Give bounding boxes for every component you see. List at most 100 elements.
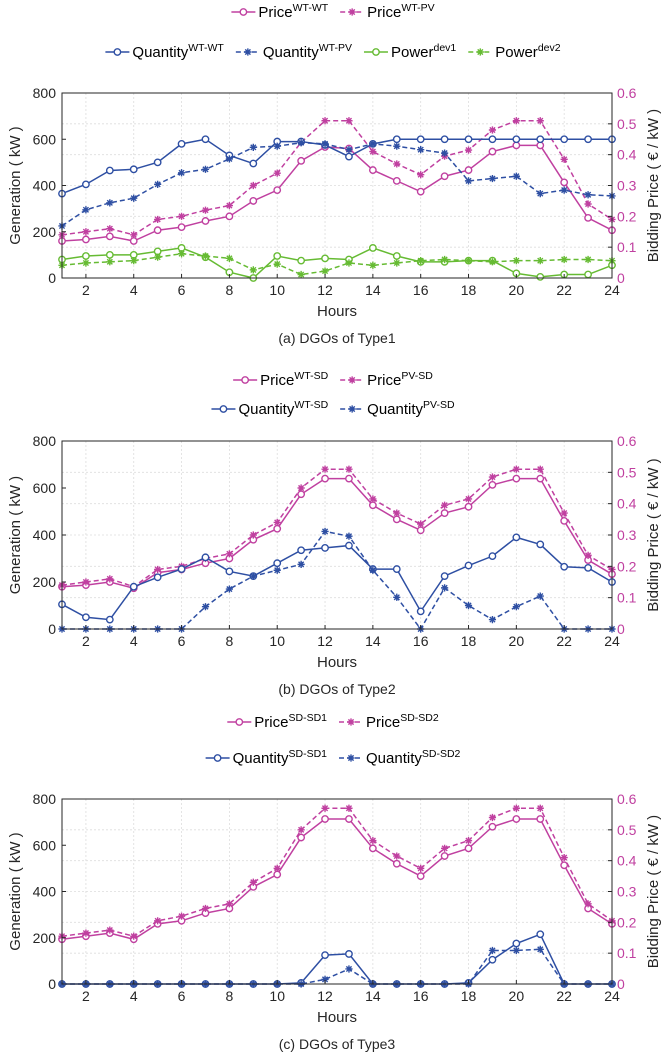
y2-tick-label: 0.1 bbox=[617, 239, 637, 255]
data-point-0-2-16 bbox=[440, 135, 449, 144]
data-point-1-0-21 bbox=[560, 517, 569, 525]
x-tick-label: 20 bbox=[509, 988, 525, 1004]
data-point-2-1-15 bbox=[417, 864, 425, 872]
data-point-1-1-20 bbox=[536, 465, 544, 473]
data-point-1-0-10 bbox=[297, 490, 306, 499]
legend-generation-0-label-1: QuantityWT-PV bbox=[263, 42, 352, 61]
legend-generation-2-label-1-sup: SD-SD2 bbox=[422, 748, 461, 760]
data-point-0-4-13 bbox=[368, 244, 377, 252]
data-point-0-2-21 bbox=[560, 135, 569, 144]
data-point-1-0-14 bbox=[392, 515, 401, 524]
data-point-2-1-9 bbox=[273, 864, 281, 872]
legend-generation-1-label-0-base: Quantity bbox=[238, 401, 294, 418]
legend-generation-1-marker-0 bbox=[219, 405, 228, 413]
legend-price-2-marker-0 bbox=[235, 718, 244, 726]
y-tick-label: 400 bbox=[33, 527, 57, 543]
data-point-0-3-1 bbox=[82, 206, 90, 214]
data-point-2-3-20 bbox=[536, 945, 544, 953]
data-point-0-3-16 bbox=[441, 149, 449, 157]
data-point-0-0-8 bbox=[249, 197, 258, 205]
x-tick-label: 2 bbox=[82, 282, 90, 298]
legend-price-1-label-1-sup: PV-SD bbox=[401, 370, 433, 382]
data-point-1-3-17 bbox=[464, 601, 473, 610]
x-tick-label: 10 bbox=[269, 633, 285, 649]
legend-generation-0-label-2: Powerdev1 bbox=[391, 42, 456, 61]
x-tick-label: 6 bbox=[178, 988, 186, 1004]
y2-tick-label: 0 bbox=[617, 976, 625, 992]
data-point-1-2-1 bbox=[82, 613, 90, 622]
data-point-2-1-18 bbox=[488, 813, 497, 822]
y-tick-label: 0 bbox=[48, 270, 56, 286]
data-point-1-1-22 bbox=[584, 551, 592, 559]
data-point-2-0-11 bbox=[321, 815, 329, 823]
data-point-1-0-17 bbox=[464, 502, 473, 511]
data-point-2-0-19 bbox=[512, 815, 521, 823]
x-tick-label: 16 bbox=[413, 282, 429, 298]
y2-tick-label: 0 bbox=[617, 270, 625, 286]
data-point-0-5-3 bbox=[130, 257, 138, 265]
x-tick-label: 18 bbox=[461, 633, 477, 649]
data-point-0-0-20 bbox=[536, 141, 545, 150]
x-tick-label: 10 bbox=[269, 282, 285, 298]
x-tick-label: 4 bbox=[130, 282, 138, 298]
data-point-1-0-20 bbox=[536, 474, 545, 483]
legend-generation-0-marker-3 bbox=[476, 48, 484, 56]
legend-generation-2-label-0-sup: SD-SD1 bbox=[288, 748, 327, 760]
data-point-0-1-3 bbox=[130, 231, 138, 239]
legend-price-2-marker-1 bbox=[347, 718, 355, 726]
legend-generation-0-item-0: QuantityWT-WT bbox=[105, 42, 224, 61]
legend-price-0-label-0: PriceWT-WT bbox=[258, 2, 328, 21]
legend-generation-0-label-3-sup: dev2 bbox=[538, 42, 561, 54]
data-point-2-3-12 bbox=[345, 965, 353, 973]
legend-price-2-item-1: PriceSD-SD2 bbox=[339, 712, 439, 731]
data-point-1-2-14 bbox=[392, 565, 401, 573]
plot-area bbox=[62, 441, 612, 629]
y2-tick-label: 0.5 bbox=[617, 116, 637, 132]
data-point-0-5-1 bbox=[82, 259, 90, 267]
data-point-1-1-7 bbox=[225, 550, 233, 558]
data-point-1-0-13 bbox=[368, 501, 377, 510]
x-tick-label: 8 bbox=[225, 282, 233, 298]
data-point-1-2-20 bbox=[536, 540, 545, 549]
data-point-1-3-9 bbox=[273, 566, 281, 574]
data-point-0-4-1 bbox=[82, 252, 90, 260]
legend-price-1-label-1-base: Price bbox=[367, 372, 401, 389]
data-point-0-1-17 bbox=[464, 146, 473, 154]
data-point-1-3-20 bbox=[536, 592, 544, 600]
legend-price-2-label-0-sup: SD-SD1 bbox=[288, 712, 327, 724]
data-point-2-1-19 bbox=[512, 804, 520, 812]
y-tick-label: 800 bbox=[33, 85, 57, 101]
data-point-0-3-5 bbox=[177, 169, 186, 177]
y2-tick-label: 0.2 bbox=[617, 558, 637, 574]
legend-generation-1-label-0-sup: WT-SD bbox=[294, 399, 328, 411]
data-point-0-5-7 bbox=[225, 254, 233, 262]
data-point-1-2-22 bbox=[584, 564, 592, 572]
data-point-0-1-20 bbox=[536, 117, 544, 125]
data-point-1-2-5 bbox=[177, 565, 186, 573]
data-point-0-0-2 bbox=[105, 232, 114, 241]
legend-generation-0-item-2: Powerdev1 bbox=[363, 42, 456, 61]
x-tick-label: 24 bbox=[604, 988, 620, 1004]
legend-generation-0-label-3-base: Power bbox=[495, 44, 538, 61]
data-point-1-1-11 bbox=[321, 465, 329, 473]
data-point-2-1-7 bbox=[225, 900, 233, 908]
legend-generation-2-label-1: QuantitySD-SD2 bbox=[366, 748, 461, 767]
y2-axis-label: Bidding Price ( € / kW ) bbox=[645, 109, 662, 262]
y-tick-label: 200 bbox=[33, 930, 57, 946]
data-point-2-1-2 bbox=[106, 926, 114, 934]
legend-price-0-label-0-sup: WT-WT bbox=[293, 2, 329, 14]
x-tick-label: 22 bbox=[556, 282, 572, 298]
y2-tick-label: 0.6 bbox=[617, 433, 637, 449]
x-tick-label: 2 bbox=[82, 988, 90, 1004]
y2-tick-label: 0.4 bbox=[617, 853, 637, 869]
legend-price-2: PriceSD-SD1 PriceSD-SD2 bbox=[227, 712, 439, 731]
series-line-0-2 bbox=[61, 138, 612, 195]
legend-generation-1-label-0: QuantityWT-SD bbox=[238, 399, 328, 418]
data-point-0-1-6 bbox=[201, 206, 210, 214]
data-point-1-2-19 bbox=[512, 533, 521, 542]
legend-generation-2-item-1: QuantitySD-SD2 bbox=[339, 748, 461, 767]
